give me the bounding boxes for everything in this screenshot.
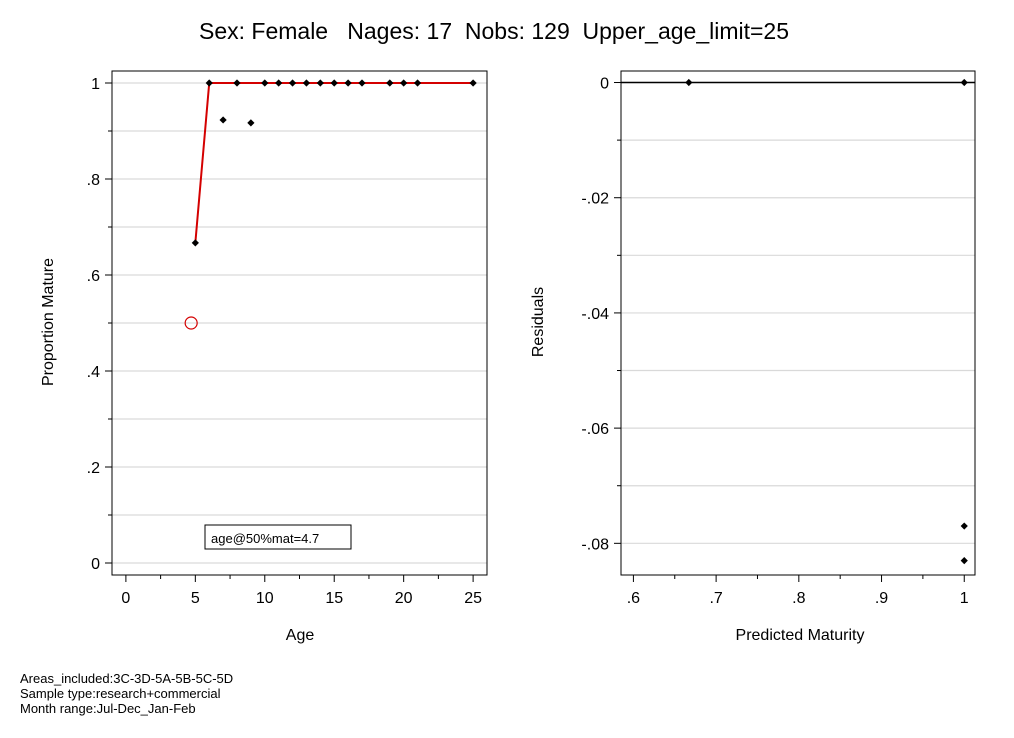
x-tick-label: .7: [709, 590, 722, 607]
observed-point: [386, 79, 394, 87]
observed-point: [219, 116, 227, 124]
residual-point: [960, 522, 968, 530]
x-tick-label: 15: [325, 590, 343, 607]
observed-point: [358, 79, 366, 87]
chart-title: Sex: Female Nages: 17 Nobs: 129 Upper_ag…: [198, 18, 790, 44]
observed-point: [469, 79, 477, 87]
x-tick-label: 10: [256, 590, 274, 607]
observed-point: [275, 79, 283, 87]
y-tick-label: .6: [87, 268, 100, 285]
observed-point: [247, 119, 255, 127]
sample-note: Sample type:research+commercial: [20, 686, 221, 701]
observed-point: [191, 239, 199, 247]
maturity-plot: 0.2.4.6.810 5 10 15 20 25 Age Proportion Matu…: [40, 70, 488, 644]
y-tick-label: .4: [87, 364, 100, 381]
residual-point: [960, 78, 968, 87]
y-tick-label: -.02: [581, 191, 609, 208]
x-tick-label: .9: [875, 590, 888, 607]
footer-notes: Areas_included:3C-3D-5A-5B-5C-5D Sample …: [20, 671, 233, 716]
y-tick-label: -.04: [581, 306, 609, 323]
plot-frame: [620, 70, 976, 576]
observed-point: [413, 79, 422, 87]
annotation-box: [204, 524, 352, 550]
x-tick-label: .6: [627, 590, 640, 607]
x-tick-label: 20: [395, 590, 413, 607]
y-tick-label: -.08: [581, 536, 609, 553]
y-tick-label: 0: [91, 556, 100, 573]
y-axis-label: Proportion Mature: [40, 258, 57, 386]
a50-marker: [184, 316, 198, 330]
y-tick-label: 1: [91, 76, 100, 93]
x-tick-label: 5: [191, 590, 200, 607]
x-axis-label: Predicted Maturity: [736, 627, 865, 644]
fitted-maturity-line: [194, 82, 474, 243]
y-tick-label: .8: [87, 172, 100, 189]
x-tick-label: .8: [792, 590, 805, 607]
residual-point: [960, 557, 968, 565]
y-tick-label: 0: [600, 76, 609, 93]
observed-point: [330, 79, 338, 87]
observed-point: [400, 79, 408, 87]
x-tick-label: 1: [960, 590, 969, 607]
residual-plot: 0 -.02 -.04 -.06 -.08 .6 .7 .8 .9 1 Predicted Mat…: [530, 70, 976, 644]
observed-point: [205, 79, 213, 87]
observed-point: [316, 79, 324, 87]
x-tick-label: 0: [121, 590, 130, 607]
observed-point: [288, 79, 297, 87]
observed-point: [233, 79, 241, 87]
y-tick-label: .2: [87, 460, 100, 477]
x-axis-label: Age: [286, 627, 315, 644]
y-axis-label: Residuals: [530, 287, 547, 357]
a50-annotation: age@50%mat=4.7: [211, 531, 319, 546]
areas-note: Areas_included:3C-3D-5A-5B-5C-5D: [20, 671, 234, 686]
observed-point: [261, 79, 269, 87]
observed-point: [302, 79, 311, 87]
y-tick-label: -.06: [581, 421, 609, 438]
observed-point: [344, 79, 352, 87]
residual-point: [685, 78, 693, 87]
months-note: Month range:Jul-Dec_Jan-Feb: [20, 701, 196, 716]
x-tick-label: 25: [464, 590, 482, 607]
